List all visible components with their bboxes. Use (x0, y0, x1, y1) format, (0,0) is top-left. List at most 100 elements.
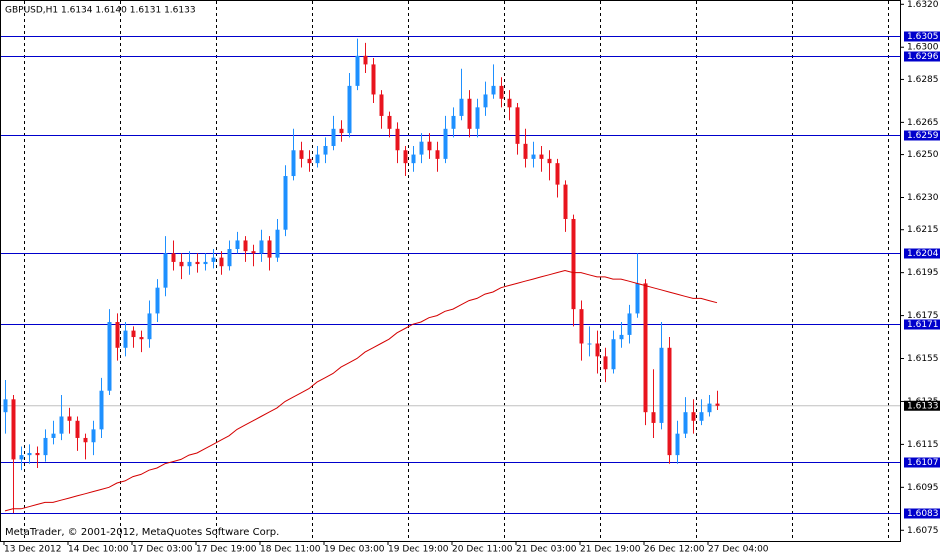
y-tick-label: 1.6195 (907, 268, 939, 278)
candle-body (555, 163, 560, 185)
y-tick-label: 1.6250 (907, 150, 939, 160)
level-tag (904, 319, 940, 330)
candle-body (403, 150, 408, 164)
level-label: 1.6305 (907, 32, 939, 42)
candle-body (443, 128, 448, 159)
candle-body (291, 150, 296, 177)
candle-body (27, 452, 32, 456)
candle-body (67, 416, 72, 421)
candle-body (75, 420, 80, 438)
candle-body (531, 154, 536, 159)
candle-body (659, 347, 664, 423)
candle-body (11, 399, 16, 460)
candle-body (19, 455, 24, 460)
copyright: MetaTrader, © 2001-2012, MetaQuotes Soft… (5, 527, 279, 538)
x-tick-label: 14 Dec 10:00 (68, 545, 129, 555)
candle-body (395, 128, 400, 151)
candle-body (387, 115, 392, 129)
candle-body (299, 150, 304, 159)
current-price-tag (904, 400, 940, 411)
candle-body (539, 154, 544, 159)
candle-body (235, 240, 240, 250)
candle-body (315, 154, 320, 164)
candle-body (91, 429, 96, 443)
candle-body (227, 249, 232, 267)
candle-body (491, 85, 496, 95)
level-label: 1.6171 (907, 320, 939, 330)
candle-body (571, 218, 576, 310)
candle-body (283, 176, 288, 230)
level-label: 1.6083 (907, 509, 939, 519)
candle-body (307, 158, 312, 164)
x-tick-label: 17 Dec 03:00 (132, 545, 193, 555)
chart-title: GBPUSD,H1 1.6134 1.6140 1.6131 1.6133 (5, 6, 196, 16)
level-tag (904, 51, 940, 62)
candle-body (611, 339, 616, 370)
candle-body (275, 229, 280, 258)
y-tick-label: 1.6115 (907, 440, 939, 450)
level-label: 1.6259 (907, 131, 939, 141)
x-tick-label: 19 Dec 03:00 (324, 545, 385, 555)
y-tick-label: 1.6300 (907, 43, 939, 53)
candle-body (635, 283, 640, 314)
y-tick-label: 1.6095 (907, 483, 939, 493)
candle-body (195, 261, 200, 265)
level-label: 1.6107 (907, 458, 939, 468)
candle-body (699, 412, 704, 421)
candle-body (3, 399, 8, 413)
y-tick-label: 1.6230 (907, 193, 939, 203)
x-tick-label: 21 Dec 03:00 (516, 545, 577, 555)
candle-body (379, 94, 384, 116)
x-tick-label: 20 Dec 11:00 (452, 545, 513, 555)
candle-body (507, 98, 512, 108)
level-label: 1.6204 (907, 249, 939, 259)
candle-body (515, 107, 520, 144)
candle-body (51, 433, 56, 438)
level-tag (904, 457, 940, 468)
candle-body (619, 334, 624, 340)
x-tick-label: 26 Dec 12:00 (644, 545, 705, 555)
candle-body (83, 437, 88, 443)
candle-body (715, 403, 720, 406)
candle-body (523, 143, 528, 159)
level-tag (904, 31, 940, 42)
y-tick-label: 1.6265 (907, 118, 939, 128)
x-tick-label: 17 Dec 19:00 (196, 545, 257, 555)
candle-body (115, 322, 120, 348)
y-tick-label: 1.6075 (907, 526, 939, 536)
candle-body (347, 85, 352, 134)
candle-body (219, 257, 224, 267)
candle-body (579, 309, 584, 344)
x-tick-label: 19 Dec 19:00 (388, 545, 449, 555)
candle-body (683, 412, 688, 434)
candle-body (427, 141, 432, 151)
x-tick-label: 21 Dec 19:00 (580, 545, 641, 555)
candle-body (131, 330, 136, 338)
candle-body (459, 98, 464, 116)
candle-body (467, 98, 472, 129)
x-tick-label: 13 Dec 2012 (4, 545, 62, 555)
candle-body (99, 390, 104, 430)
x-tick-label: 27 Dec 04:00 (708, 545, 769, 555)
candle-body (371, 64, 376, 95)
candle-body (563, 184, 568, 219)
candle-body (603, 356, 608, 370)
candle-body (667, 347, 672, 456)
candle-body (203, 261, 208, 265)
candle-body (139, 337, 144, 340)
candle-body (627, 313, 632, 335)
candle-body (691, 412, 696, 421)
y-tick-label: 1.6155 (907, 354, 939, 364)
candle-body (339, 128, 344, 134)
candle-body (363, 55, 368, 65)
candle-body (147, 313, 152, 340)
candle-body (419, 141, 424, 155)
candle-body (179, 261, 184, 267)
level-label: 1.6296 (907, 52, 939, 62)
candle-body (123, 330, 128, 348)
candle-body (651, 412, 656, 423)
moving-average (4, 269, 718, 512)
candle-body (435, 150, 440, 159)
